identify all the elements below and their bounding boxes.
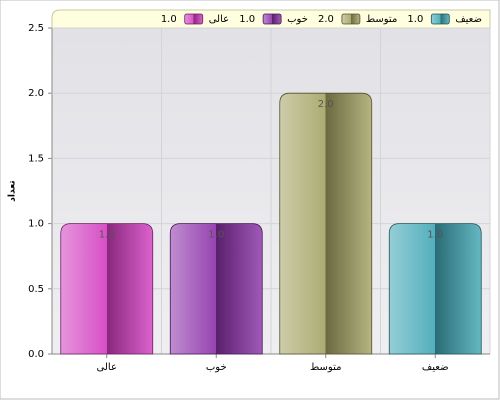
x-tick-label: خوب (206, 362, 227, 373)
y-tick-label: 0.0 (28, 349, 44, 360)
bar (388, 223, 482, 355)
legend-value: 1.0 (239, 14, 255, 25)
x-tick-label: متوسط (310, 362, 341, 373)
legend-swatch (184, 13, 204, 25)
legend-swatch (430, 13, 450, 25)
data-label: 1.0 (99, 230, 115, 241)
y-tick-label: 1.5 (28, 153, 44, 164)
y-axis-title: تعداد (8, 180, 18, 201)
legend-label: عالی (209, 14, 229, 25)
y-tick-label: 1.0 (28, 219, 44, 230)
y-tick-label: 2.0 (28, 88, 44, 99)
y-tick-label: 0.5 (28, 284, 44, 295)
data-label: 1.0 (208, 230, 224, 241)
legend-value: 1.0 (407, 14, 423, 25)
legend-label: خوب (287, 14, 308, 25)
data-label: 1.0 (427, 230, 443, 241)
bar (60, 223, 154, 355)
legend-label: متوسط (366, 14, 397, 25)
bar (169, 223, 263, 355)
legend-value: 1.0 (161, 14, 177, 25)
legend-value: 2.0 (318, 14, 334, 25)
y-tick-label: 2.5 (28, 23, 44, 34)
data-label: 2.0 (318, 99, 334, 110)
legend-swatch (341, 13, 361, 25)
x-tick-label: ضعیف (422, 362, 449, 373)
x-tick-label: عالی (97, 362, 117, 373)
legend-label: ضعیف (455, 14, 482, 25)
legend-swatch (262, 13, 282, 25)
bar (279, 92, 373, 355)
